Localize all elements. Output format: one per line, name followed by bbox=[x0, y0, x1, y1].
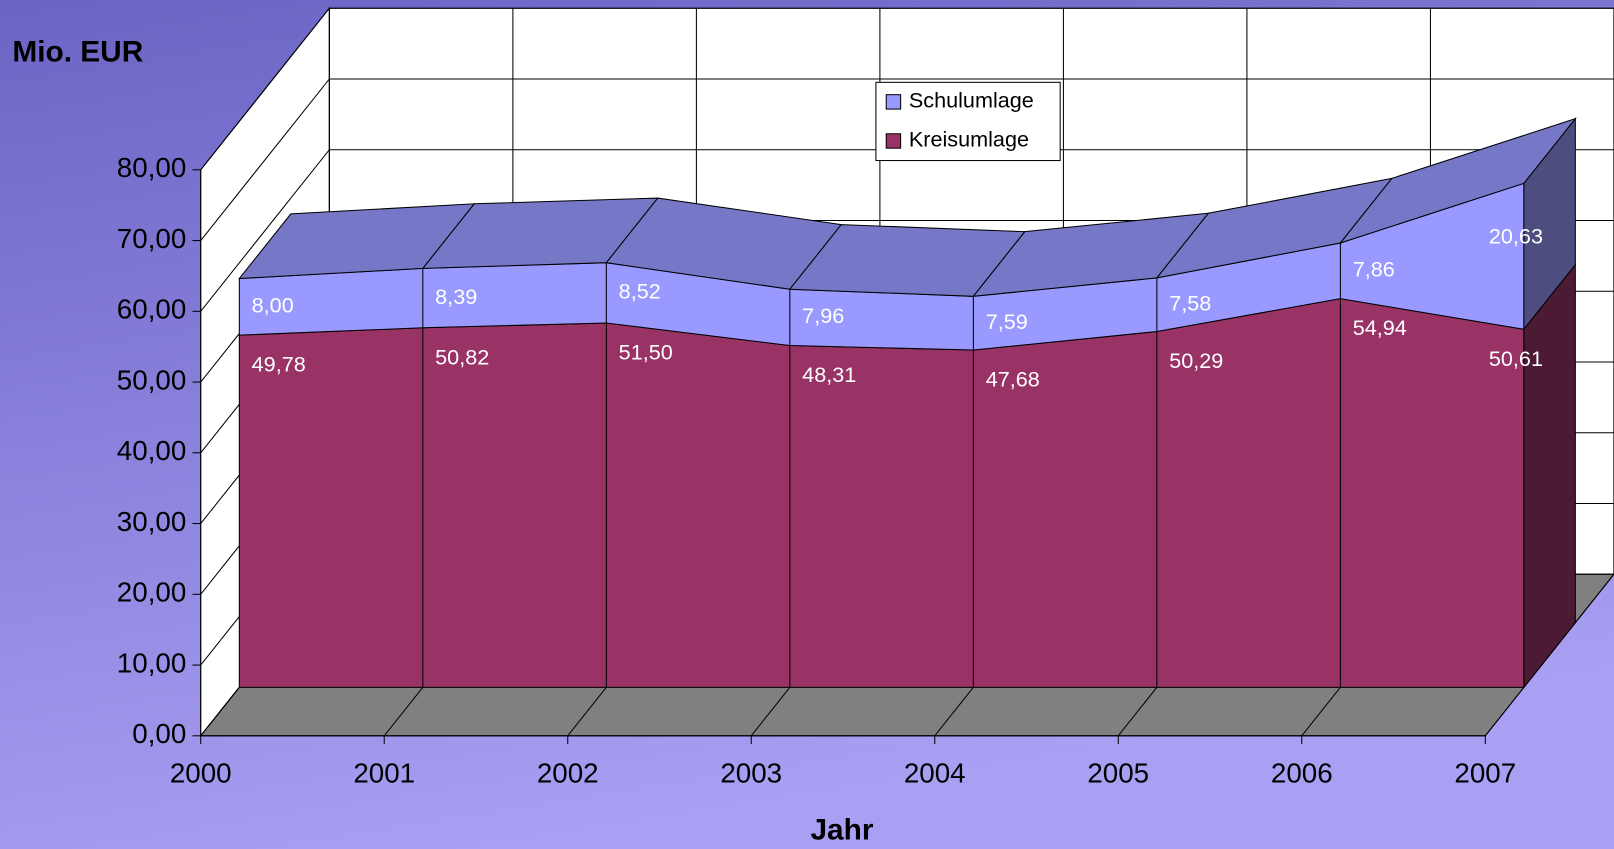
y-tick-label: 40,00 bbox=[117, 435, 186, 466]
y-tick-label: 10,00 bbox=[117, 647, 186, 678]
area-top bbox=[1338, 117, 1577, 245]
legend-swatch bbox=[885, 133, 902, 149]
x-axis-title: Jahr bbox=[810, 813, 873, 846]
data-label: 51,50 bbox=[619, 340, 673, 365]
data-label: 7,59 bbox=[986, 309, 1028, 334]
x-tick-label: 2007 bbox=[1454, 757, 1516, 788]
data-label: 8,00 bbox=[252, 293, 294, 318]
y-tick-label: 60,00 bbox=[117, 294, 186, 325]
x-tick-label: 2004 bbox=[904, 757, 966, 788]
data-label: 54,94 bbox=[1353, 315, 1407, 340]
data-label: 50,61 bbox=[1489, 346, 1543, 371]
y-axis-title: Mio. EUR bbox=[12, 35, 143, 68]
y-tick-label: 50,00 bbox=[117, 364, 186, 395]
legend-label: Schulumlage bbox=[909, 88, 1034, 113]
data-label: 49,78 bbox=[252, 352, 306, 377]
area bbox=[238, 298, 1525, 688]
data-label: 7,86 bbox=[1353, 257, 1395, 282]
y-tick-label: 30,00 bbox=[117, 506, 186, 537]
y-tick-label: 80,00 bbox=[117, 152, 186, 183]
area-side bbox=[1523, 263, 1576, 689]
data-label: 8,52 bbox=[619, 279, 661, 304]
x-tick-label: 2003 bbox=[720, 757, 782, 788]
y-tick-label: 70,00 bbox=[117, 223, 186, 254]
data-label: 50,82 bbox=[435, 344, 489, 369]
data-label: 48,31 bbox=[802, 362, 856, 387]
x-tick-label: 2005 bbox=[1087, 757, 1149, 788]
data-label: 47,68 bbox=[986, 367, 1040, 392]
data-label: 20,63 bbox=[1489, 223, 1543, 248]
legend-box bbox=[875, 81, 1061, 162]
legend-swatch bbox=[885, 94, 902, 110]
legend-label: Kreisumlage bbox=[909, 127, 1029, 152]
y-tick-label: 0,00 bbox=[132, 718, 186, 749]
plot: Mio. EUR Jahr 0,00 10,00 20,00 30,00 40,00 50… bbox=[12, 6, 1614, 846]
data-label: 50,29 bbox=[1169, 348, 1223, 373]
x-tick-label: 2001 bbox=[353, 757, 415, 788]
x-tick-label: 2006 bbox=[1271, 757, 1333, 788]
data-label: 7,58 bbox=[1169, 290, 1211, 315]
data-label: 7,96 bbox=[802, 303, 844, 328]
x-tick-label: 2000 bbox=[170, 757, 232, 788]
x-tick-label: 2002 bbox=[537, 757, 599, 788]
y-tick-label: 20,00 bbox=[117, 577, 186, 608]
legend: Schulumlage Kreisumlage bbox=[875, 81, 1061, 162]
data-label: 8,39 bbox=[435, 284, 477, 309]
